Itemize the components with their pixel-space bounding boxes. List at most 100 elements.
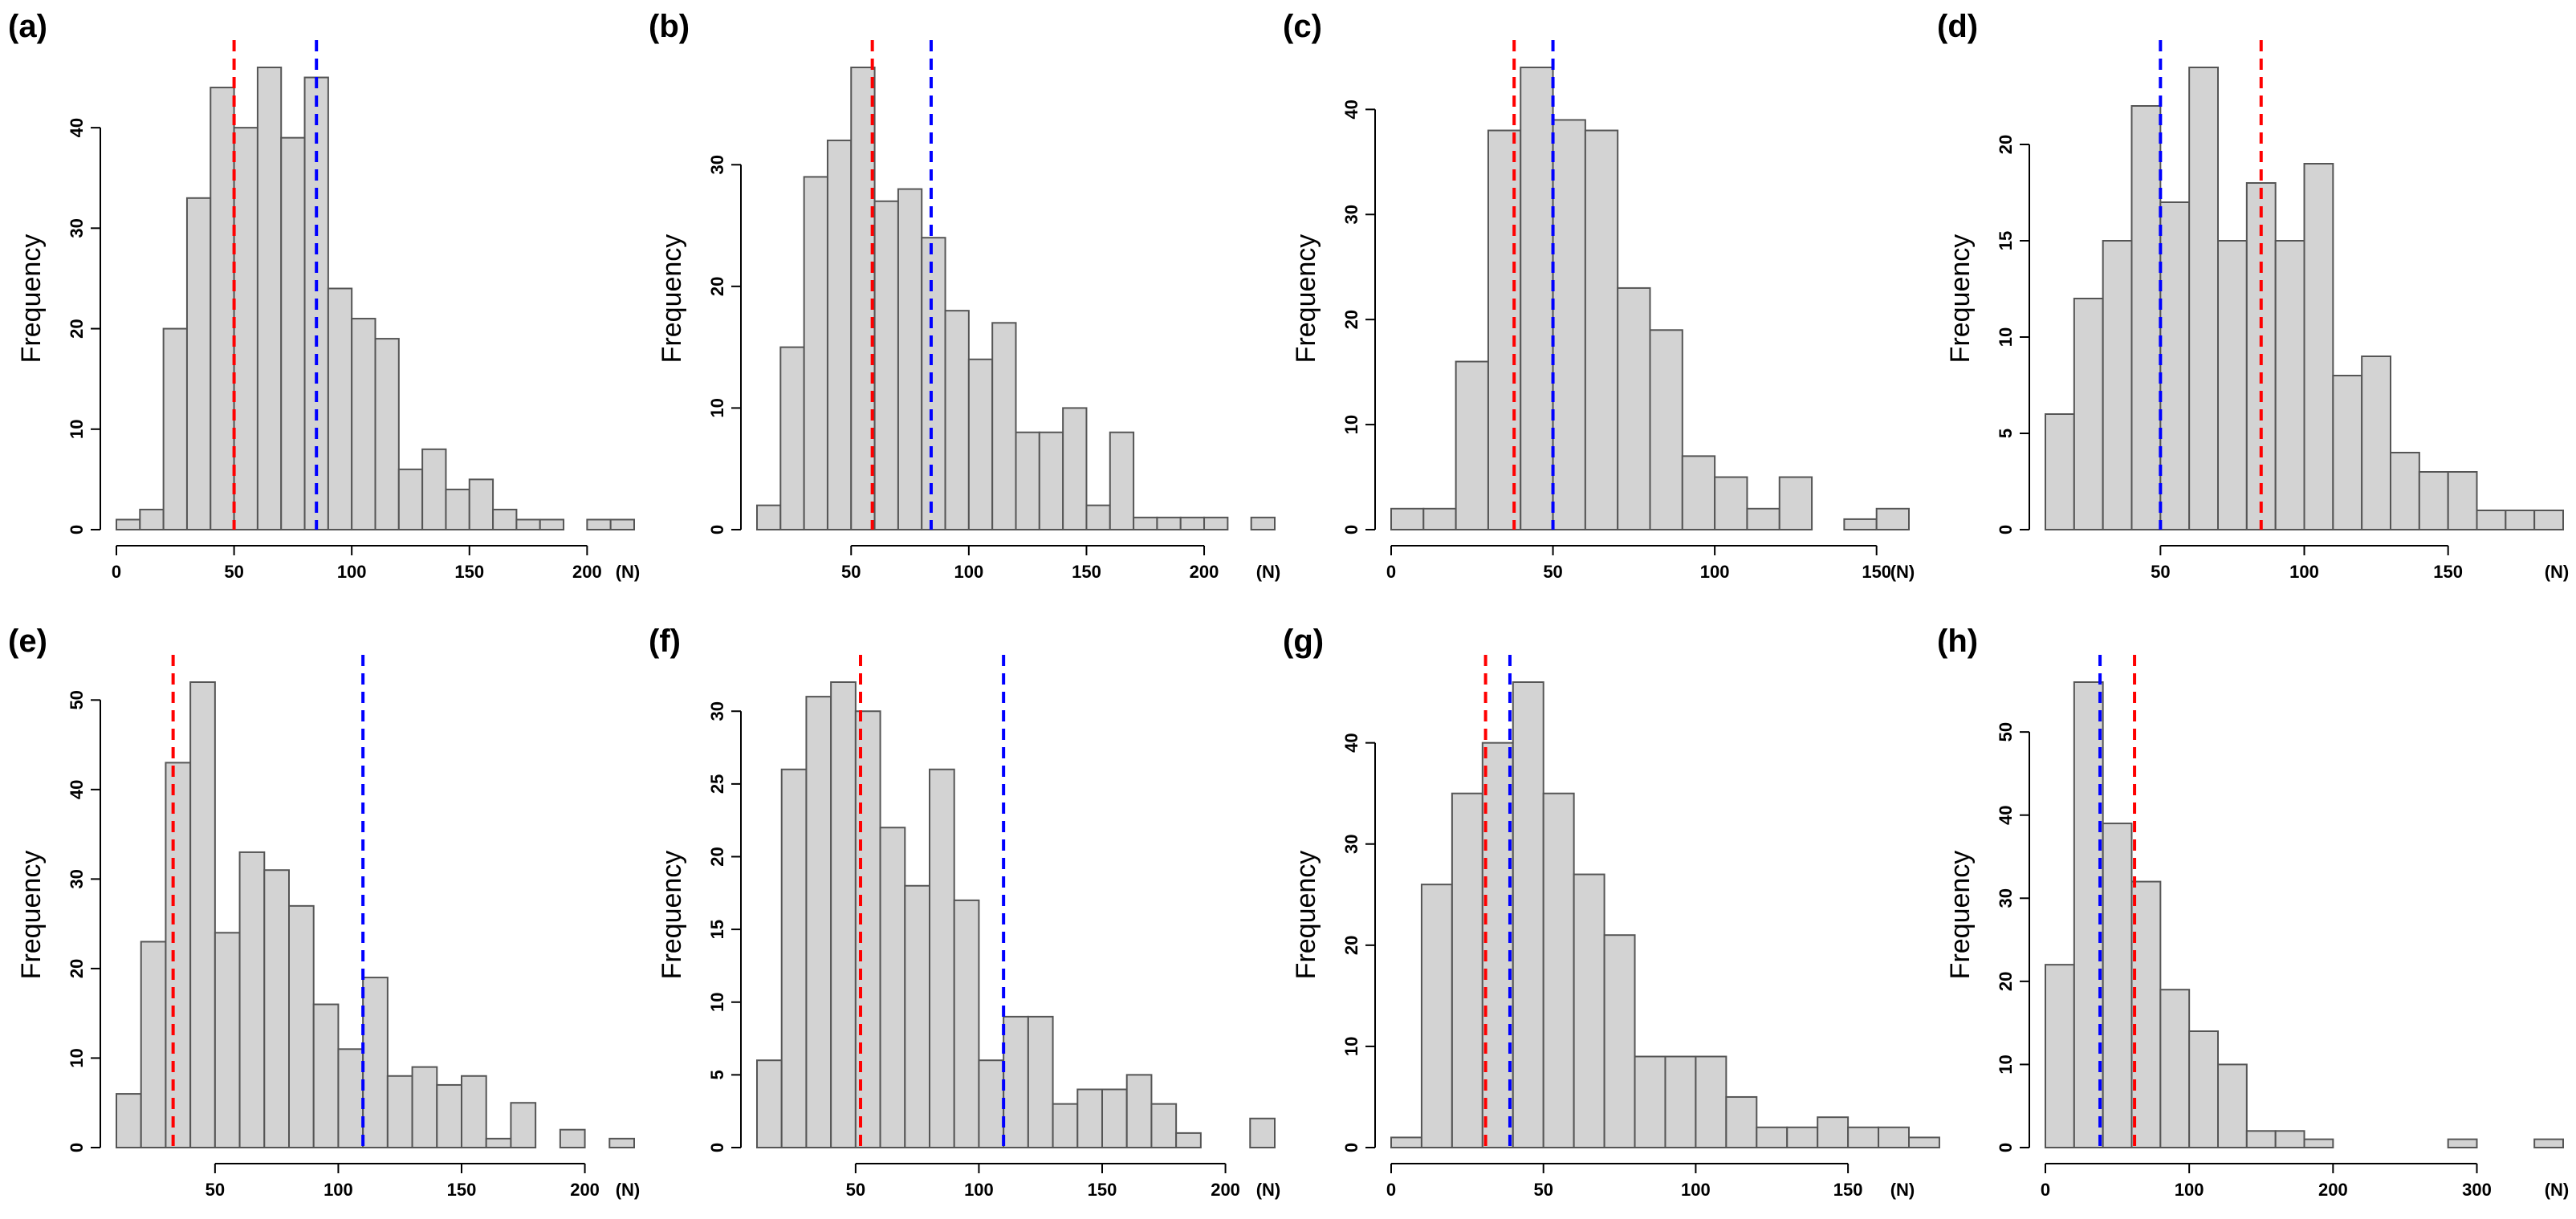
histogram-bar (967, 358, 994, 530)
histogram-bar (1847, 1126, 1880, 1148)
histogram-bar (436, 1083, 462, 1149)
histogram-bar (586, 518, 612, 531)
y-tick-label: 0 (67, 1143, 87, 1152)
histogram-bar (1125, 1074, 1153, 1148)
histogram-bar (2390, 452, 2420, 530)
histogram-bar (1249, 1117, 1276, 1148)
histogram-bar (897, 188, 923, 530)
y-tick-label: 10 (67, 1048, 87, 1067)
histogram-bar (214, 932, 241, 1149)
histogram-bar (1714, 476, 1748, 531)
panel-d: 50 100 150 (N) 0 5 10 15 20 Frequency (d) (1937, 9, 2569, 582)
histogram-bar (2447, 471, 2478, 530)
histogram-bar (116, 1093, 142, 1148)
histogram-bar (756, 504, 782, 530)
panel-f: 50 100 150 200 (N) 0 5 10 15 20 25 30 Frequency (f) (649, 624, 1280, 1200)
x-tick-label: 100 (2175, 1180, 2204, 1200)
histogram-bar (2274, 1130, 2305, 1149)
histogram-bar (826, 139, 853, 531)
x-tick-label: 100 (337, 562, 367, 582)
x-tick-label: 200 (2318, 1180, 2348, 1200)
y-tick-label: 40 (1996, 805, 2016, 824)
histogram-bar (1487, 129, 1522, 531)
histogram-bar (1390, 1136, 1422, 1149)
histogram-bar (1455, 360, 1489, 530)
histogram-bar (510, 1102, 537, 1148)
x-tick-label: 0 (112, 562, 121, 582)
y-tick-label: 10 (707, 398, 727, 417)
y-tick-label: 50 (67, 690, 87, 709)
histogram-bar (1109, 431, 1135, 530)
histogram-bar (756, 1059, 783, 1148)
histogram-bar (2217, 1063, 2248, 1149)
panel-label: (g) (1283, 624, 1324, 659)
histogram-bar (1038, 431, 1064, 530)
histogram-bar (288, 904, 315, 1149)
y-tick-label: 10 (67, 420, 87, 439)
histogram-bar (904, 884, 931, 1148)
x-tick-label: 100 (324, 1180, 353, 1200)
y-tick-label: 10 (707, 993, 727, 1012)
histogram-bar (312, 1003, 340, 1148)
histogram-bar (1681, 455, 1716, 531)
histogram-bar (468, 478, 494, 530)
histogram-bar (2303, 1138, 2334, 1148)
y-tick-label: 20 (1341, 936, 1361, 955)
histogram-bar (608, 1137, 635, 1149)
histogram-bar (1150, 1103, 1178, 1148)
histogram-bar (1015, 431, 1040, 530)
x-tick-label: 0 (1386, 1180, 1396, 1200)
histogram-bar (805, 696, 832, 1148)
histogram-bar (263, 869, 290, 1148)
histogram-bar (944, 310, 970, 530)
histogram-bar (2188, 67, 2220, 530)
histogram-bar (978, 1059, 1005, 1148)
histogram-bar (1512, 681, 1544, 1148)
histogram-bar (1420, 884, 1453, 1149)
x-tick-label: 150 (1072, 562, 1101, 582)
histogram-bar (116, 518, 141, 531)
histogram-bar (1843, 518, 1878, 531)
y-tick-label: 20 (1341, 310, 1361, 329)
histogram-bar (233, 127, 258, 530)
histogram-bar (397, 468, 424, 530)
y-tick-label: 30 (1996, 888, 2016, 908)
histogram-bar (2159, 201, 2191, 530)
histogram-bar (1179, 516, 1206, 530)
histogram-bar (139, 508, 165, 531)
histogram-bar (2303, 163, 2334, 530)
x-tick-label: 150 (1088, 1180, 1117, 1200)
histogram-bar (2130, 105, 2162, 530)
histogram-bar (485, 1137, 512, 1149)
histogram-bar (210, 87, 235, 531)
x-tick-label: 0 (2041, 1180, 2050, 1200)
histogram-bar (1101, 1088, 1128, 1148)
histogram-bar (461, 1075, 487, 1149)
histogram-bar (1520, 67, 1554, 530)
histogram-bar (1817, 1116, 1850, 1149)
histogram-bar (1422, 507, 1457, 530)
histogram-bar (1062, 407, 1088, 530)
histogram-bar (1076, 1088, 1104, 1148)
x-unit-label: (N) (1890, 1180, 1915, 1200)
y-tick-label: 0 (707, 525, 727, 534)
x-tick-label: 200 (570, 1180, 600, 1200)
x-unit-label: (N) (1256, 1180, 1281, 1200)
y-axis-label: Frequency (1291, 851, 1321, 980)
y-axis-label: Frequency (1945, 851, 1976, 980)
y-tick-label: 30 (67, 218, 87, 238)
histogram-bar (1481, 742, 1514, 1148)
histogram-bar (2073, 681, 2104, 1148)
histogram-bar (779, 346, 805, 531)
histogram-bar (256, 67, 283, 530)
y-tick-label: 20 (67, 319, 87, 338)
histogram-bar (1778, 476, 1813, 531)
histogram-bar (2476, 510, 2507, 530)
y-tick-label: 30 (1341, 205, 1361, 224)
histogram-bar (337, 1048, 364, 1149)
x-tick-label: 150 (447, 1180, 477, 1200)
x-unit-label: (N) (2545, 562, 2570, 582)
panel-label: (c) (1283, 9, 1322, 44)
histogram-bar (492, 508, 518, 531)
histogram-bar (1052, 1103, 1079, 1148)
